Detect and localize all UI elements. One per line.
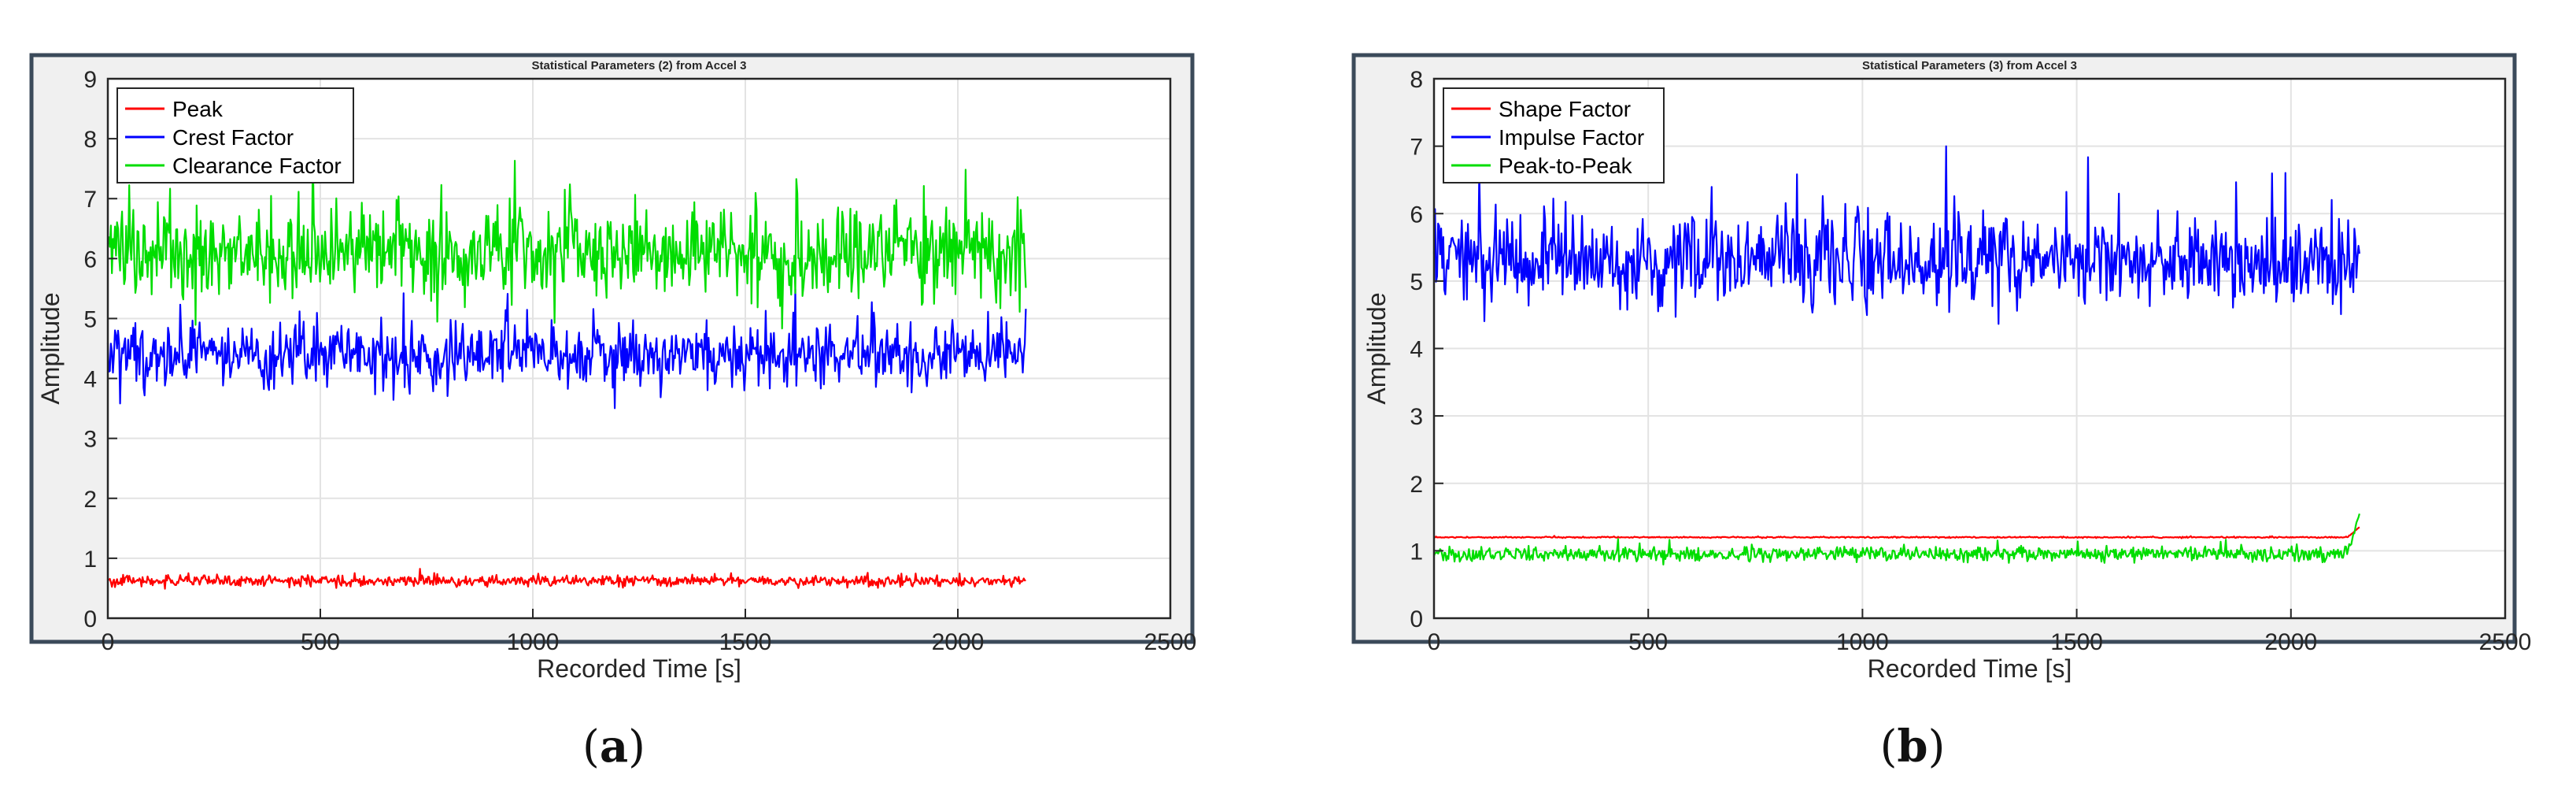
series-line-peak <box>107 568 1026 590</box>
y-tick-label: 5 <box>83 306 97 332</box>
legend-entry: Peak-to-Peak <box>1499 154 1633 178</box>
axes-box <box>106 77 1172 620</box>
legend: Shape Factor Impulse Factor Peak-to-Peak <box>1443 87 1665 183</box>
y-tick-label: 1 <box>1410 539 1423 565</box>
chart-b: 0 500 1000 1500 2000 2500 0 1 2 3 4 5 6 7 8 Statistical… <box>1351 53 2531 683</box>
y-tick-label: 1 <box>83 547 97 573</box>
y-tick-label: 0 <box>83 606 97 632</box>
legend-entry: Impulse Factor <box>1499 125 1644 150</box>
y-tick-label: 3 <box>1410 404 1423 430</box>
legend-entry: Crest Factor <box>172 125 294 150</box>
panel-b-label: (b) <box>1879 721 1946 773</box>
y-tick-label: 2 <box>83 487 97 513</box>
x-tick-label: 2500 <box>1144 629 1197 655</box>
y-tick-label: 8 <box>1410 67 1423 93</box>
y-tick-label: 4 <box>83 367 97 393</box>
x-tick-label: 2500 <box>2479 629 2532 655</box>
y-tick-label: 7 <box>83 187 97 213</box>
x-tick-label: 0 <box>1428 629 1441 655</box>
panel-b: 0 500 1000 1500 2000 2500 0 1 2 3 4 5 6 7 8 Statistical… <box>1275 0 2576 808</box>
y-axis-label: Amplitude <box>36 292 65 404</box>
legend-entry: Clearance Factor <box>172 154 342 178</box>
x-tick-label: 2000 <box>2264 629 2317 655</box>
series-line-clearance-factor <box>106 148 1027 330</box>
y-tick-label: 4 <box>1410 337 1423 363</box>
x-tick-label: 1000 <box>1836 629 1889 655</box>
legend-box <box>116 87 354 183</box>
series-line-shape-factor <box>1433 526 2360 539</box>
x-axis-label: Recorded Time [s] <box>1868 654 2072 683</box>
x-tick-label: 1500 <box>2050 629 2103 655</box>
y-tick-label: 7 <box>1410 135 1423 161</box>
ticks: 0 500 1000 1500 2000 2500 0 1 2 3 4 5 6 7 8 <box>1410 67 2531 655</box>
x-tick-label: 0 <box>102 629 115 655</box>
series-group <box>106 148 1027 590</box>
series-line-peak-to-peak <box>1432 513 2360 566</box>
series-line-crest-factor <box>106 288 1027 410</box>
x-tick-label: 2000 <box>932 629 985 655</box>
y-tick-label: 8 <box>83 127 97 153</box>
y-tick-label: 0 <box>1410 606 1423 632</box>
legend: Peak Crest Factor Clearance Factor <box>116 87 354 183</box>
x-tick-label: 1500 <box>719 629 772 655</box>
y-tick-label: 6 <box>1410 202 1423 228</box>
legend-box <box>1443 87 1665 183</box>
x-tick-label: 500 <box>301 629 340 655</box>
y-tick-label: 3 <box>83 427 97 453</box>
legend-entry: Shape Factor <box>1499 97 1631 121</box>
y-tick-label: 2 <box>1410 472 1423 498</box>
y-tick-label: 6 <box>83 246 97 272</box>
chart-title: Statistical Parameters (2) from Accel 3 <box>532 59 747 72</box>
legend-entry: Peak <box>172 97 224 121</box>
y-tick-label: 5 <box>1410 269 1423 295</box>
ticks: 0 500 1000 1500 2000 2500 0 1 2 3 4 5 6 7 8 9 <box>83 67 1196 655</box>
y-axis-label: Amplitude <box>1362 292 1391 404</box>
chart-a: 0 500 1000 1500 2000 2500 0 1 2 3 4 5 6 7 8 9 Statistica… <box>29 53 1196 683</box>
y-tick-label: 9 <box>83 67 97 93</box>
panel-a-label: (a) <box>582 721 645 773</box>
series-line-impulse-factor <box>1432 145 2360 325</box>
x-axis-label: Recorded Time [s] <box>537 654 741 683</box>
chart-title: Statistical Parameters (3) from Accel 3 <box>1862 59 2077 72</box>
x-tick-label: 1000 <box>507 629 560 655</box>
series-group <box>1432 145 2360 566</box>
panel-a: 0 500 1000 1500 2000 2500 0 1 2 3 4 5 6 7 8 9 Statistica… <box>0 0 1275 808</box>
x-tick-label: 500 <box>1628 629 1668 655</box>
